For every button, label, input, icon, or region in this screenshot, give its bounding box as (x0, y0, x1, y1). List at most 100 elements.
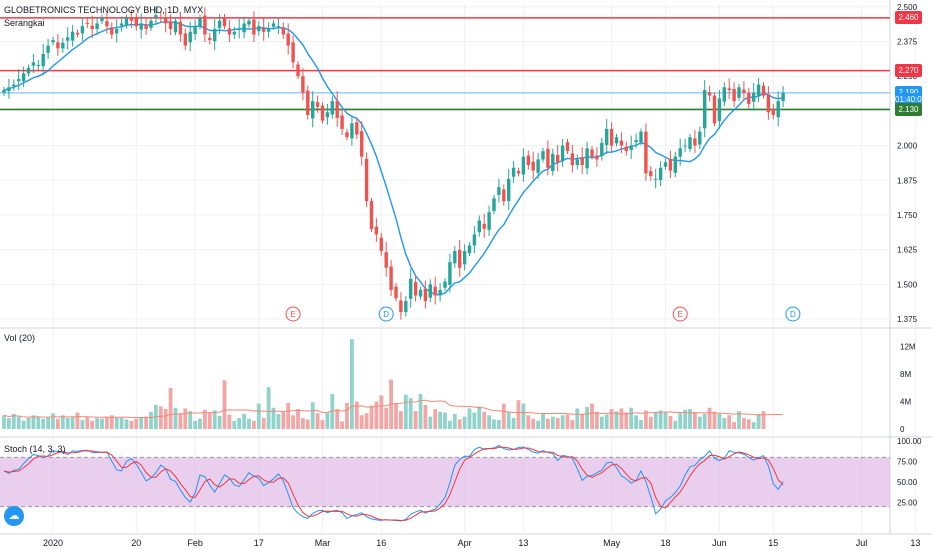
volume-bar (648, 416, 653, 429)
price-tag-support: 2.130 (895, 102, 922, 116)
volume-bar (212, 410, 217, 429)
candle-body (497, 187, 501, 195)
volume-bar (737, 411, 741, 429)
candle-body (703, 90, 707, 129)
volume-bar (119, 418, 124, 429)
volume-bar (335, 409, 340, 429)
volume-bar (11, 413, 16, 429)
volume-bar (325, 412, 330, 429)
candle-body (340, 115, 344, 129)
volume-bar (712, 411, 717, 429)
price-tag-resistance-upper: 2.460 (895, 11, 922, 25)
volume-bar (462, 416, 467, 429)
candle-body (644, 131, 648, 174)
event-marker-dividend (785, 306, 801, 322)
volume-bar (443, 412, 447, 429)
candle-body (766, 94, 771, 113)
volume-bar (281, 411, 286, 429)
volume-bar (256, 403, 261, 429)
stochastic-band (0, 457, 890, 507)
candle-body (688, 137, 692, 149)
candle-body (281, 27, 285, 35)
time-tick-label: May (603, 538, 621, 548)
volume-bar (90, 420, 95, 429)
volume-bar (7, 418, 11, 429)
candle-body (448, 262, 452, 285)
volume-bar (16, 416, 21, 429)
volume-bar (359, 415, 364, 429)
volume-bar (399, 411, 403, 429)
volume-bar (36, 416, 41, 429)
candle-body (149, 20, 153, 28)
candle-body (546, 148, 550, 168)
candle-body (330, 101, 334, 115)
time-tick-label: Jun (712, 538, 727, 548)
candle-body (404, 301, 408, 313)
volume-bar (511, 418, 516, 429)
candle-body (717, 98, 722, 122)
candle-body (511, 167, 516, 177)
price-tick-label: 2.500 (897, 3, 918, 12)
candle-body (262, 28, 266, 32)
volume-bar (232, 420, 237, 429)
candle-body (360, 131, 364, 157)
candle-body (409, 278, 413, 299)
volume-bar (536, 420, 540, 429)
volume-bar (217, 415, 222, 429)
volume-bar (95, 418, 99, 429)
event-marker-dividend (378, 306, 394, 322)
candle-body (350, 123, 354, 139)
candle-body (712, 95, 717, 124)
candle-body (698, 131, 702, 145)
candle-body (747, 92, 751, 104)
volume-bar (51, 413, 55, 429)
volume-bar (492, 419, 496, 429)
volume-bar (158, 406, 163, 429)
time-tick-label: 15 (768, 538, 778, 548)
candle-body (159, 17, 163, 19)
volume-bar (634, 415, 638, 429)
volume-bar (599, 416, 604, 429)
time-tick-label: 2020 (43, 538, 63, 548)
stochastic-d-line (3, 446, 784, 522)
volume-bar (168, 387, 173, 429)
chart-title: GLOBETRONICS TECHNOLOGY BHD, 1D, MYX (4, 5, 204, 15)
candle-body (31, 62, 36, 66)
volume-bar (433, 409, 438, 429)
candle-body (492, 198, 496, 212)
candle-body (732, 88, 736, 102)
volume-bar (683, 409, 687, 429)
candle-body (110, 27, 114, 35)
volume-bar (472, 412, 477, 429)
candle-body (683, 145, 687, 147)
candle-body (384, 252, 388, 268)
candle-body (311, 101, 315, 119)
volume-bar (46, 417, 50, 429)
candle-body (291, 42, 295, 63)
candle-body (66, 37, 70, 41)
candle-body (649, 171, 653, 177)
candle-body (423, 288, 428, 302)
candle-body (80, 26, 85, 34)
volume-bar (301, 418, 305, 429)
volume-bar (521, 403, 526, 429)
volume-bar (237, 418, 242, 429)
candle-body (217, 20, 222, 28)
candle-body (707, 92, 712, 96)
candle-body (624, 146, 628, 152)
volume-bar (41, 418, 46, 429)
candle-body (276, 26, 281, 28)
volume-bar (707, 407, 712, 429)
candle-body (654, 178, 658, 180)
candle-body (355, 122, 359, 135)
candle-body (266, 28, 271, 32)
volume-bar (722, 418, 727, 429)
volume-bar (658, 410, 663, 429)
candle-body (232, 31, 236, 35)
candle-body (286, 33, 290, 46)
candle-body (208, 37, 212, 41)
volume-bar (550, 416, 555, 429)
candle-body (570, 153, 575, 165)
volume-bar (56, 418, 60, 429)
